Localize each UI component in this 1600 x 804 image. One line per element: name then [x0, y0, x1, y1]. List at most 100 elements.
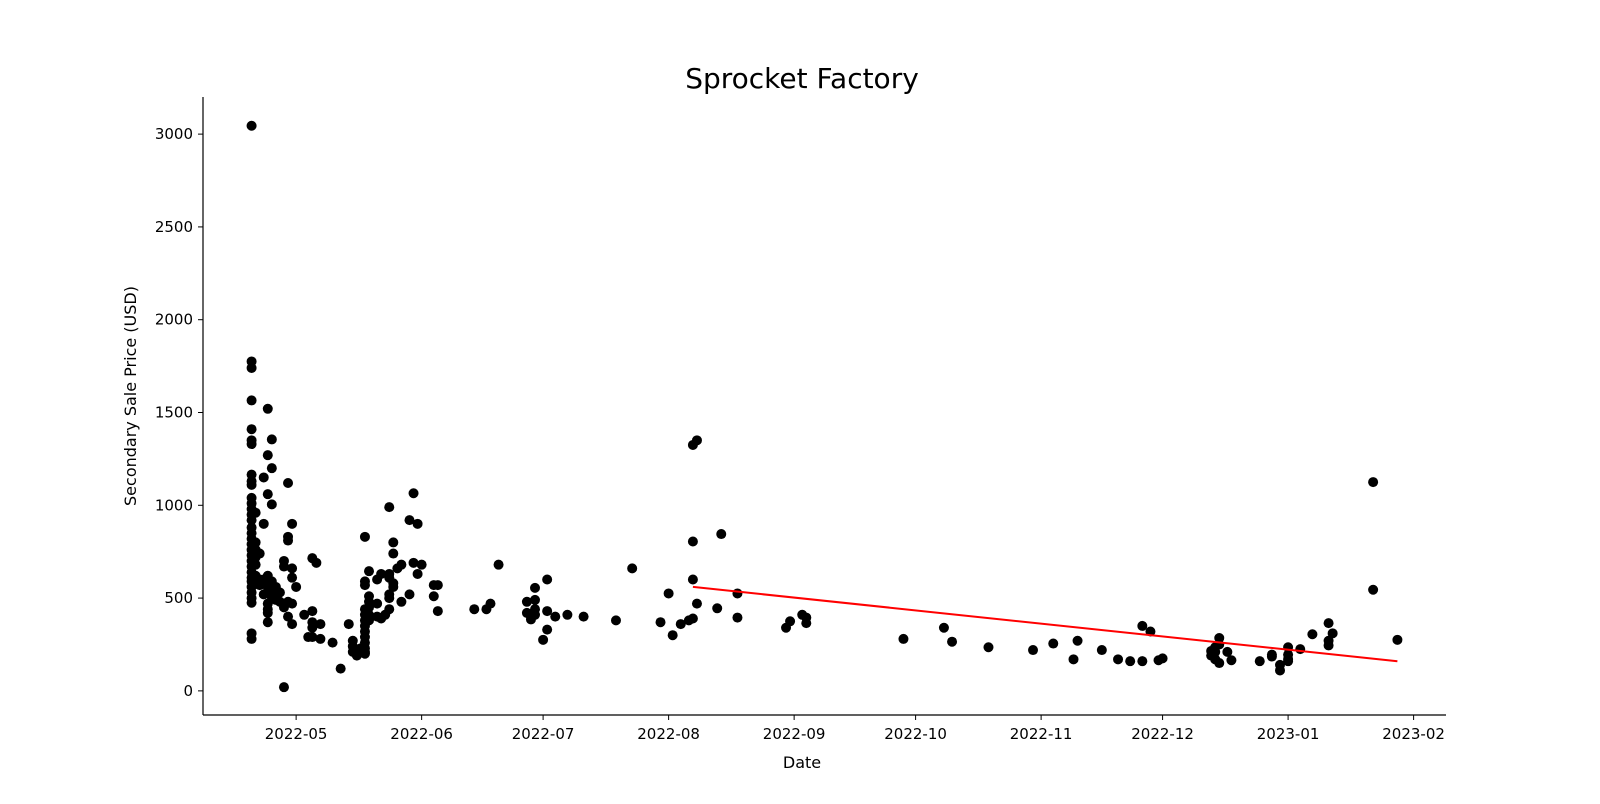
data-point — [667, 630, 678, 641]
y-tick-label: 1500 — [155, 403, 193, 421]
y-tick-label: 500 — [164, 589, 193, 607]
data-point — [307, 606, 318, 617]
data-point — [250, 537, 261, 548]
x-tick-label: 2022-11 — [1010, 725, 1073, 743]
data-point — [283, 535, 294, 546]
x-tick-label: 2022-09 — [763, 725, 826, 743]
data-point — [521, 596, 532, 607]
data-point — [262, 489, 273, 500]
data-point — [687, 574, 698, 585]
data-point — [1096, 645, 1107, 656]
data-point — [530, 594, 541, 605]
data-point — [947, 636, 958, 647]
data-point — [687, 613, 698, 624]
data-point — [299, 609, 310, 620]
data-point — [388, 537, 399, 548]
y-tick-label: 2500 — [155, 218, 193, 236]
data-point — [266, 463, 277, 474]
data-point — [246, 633, 257, 644]
data-point — [691, 435, 702, 446]
data-point — [287, 518, 298, 529]
data-point — [1392, 634, 1403, 645]
data-point — [716, 529, 727, 540]
data-point — [287, 572, 298, 583]
x-tick-label: 2022-07 — [512, 725, 575, 743]
data-point — [610, 615, 621, 626]
data-point — [1226, 655, 1237, 666]
data-point — [732, 612, 743, 623]
data-point — [246, 424, 257, 435]
data-point — [278, 561, 289, 572]
data-point — [250, 559, 261, 570]
data-point — [359, 580, 370, 591]
data-point — [655, 617, 666, 628]
data-point — [691, 598, 702, 609]
data-points — [246, 120, 1403, 693]
data-point — [898, 633, 909, 644]
data-point — [287, 619, 298, 630]
data-point — [404, 589, 415, 600]
data-point — [396, 596, 407, 607]
y-tick-label: 3000 — [155, 125, 193, 143]
data-point — [493, 559, 504, 570]
x-tick-label: 2022-05 — [265, 725, 328, 743]
data-point — [412, 568, 423, 579]
data-point — [274, 587, 285, 598]
data-point — [785, 616, 796, 627]
x-tick-label: 2022-08 — [637, 725, 700, 743]
data-point — [416, 559, 427, 570]
data-point — [1125, 656, 1136, 667]
data-point — [1283, 656, 1294, 667]
data-point — [364, 602, 375, 613]
data-point — [262, 403, 273, 414]
data-point — [1266, 651, 1277, 662]
data-point — [1254, 656, 1265, 667]
y-tick-label: 0 — [183, 682, 193, 700]
data-point — [258, 472, 269, 483]
data-point — [1327, 628, 1338, 639]
data-point — [262, 607, 273, 618]
data-point — [550, 611, 561, 622]
data-point — [1368, 584, 1379, 595]
data-point — [396, 559, 407, 570]
data-point — [287, 598, 298, 609]
data-point — [364, 566, 375, 577]
data-point — [278, 682, 289, 693]
data-point — [542, 606, 553, 617]
data-point — [485, 598, 496, 609]
data-point — [432, 606, 443, 617]
data-point — [262, 617, 273, 628]
data-point — [315, 619, 326, 630]
data-point — [1137, 656, 1148, 667]
data-point — [246, 362, 257, 373]
data-point — [1214, 639, 1225, 650]
data-point — [801, 618, 812, 629]
data-point — [351, 650, 362, 661]
data-point — [359, 531, 370, 542]
data-point — [246, 479, 257, 490]
data-point — [359, 648, 370, 659]
axes: 0 500 1000 1500 2000 2500 3000 2022-05 2022-06 20… — [155, 97, 1446, 743]
data-point — [530, 582, 541, 593]
data-point — [675, 619, 686, 630]
data-point — [384, 502, 395, 513]
data-point — [428, 591, 439, 602]
data-point — [538, 634, 549, 645]
data-point — [663, 588, 674, 599]
data-point — [1323, 618, 1334, 629]
data-point — [311, 557, 322, 568]
data-point — [384, 593, 395, 604]
data-point — [388, 548, 399, 559]
data-point — [1368, 477, 1379, 488]
trend-lines — [692, 585, 1398, 663]
data-point — [335, 663, 346, 674]
y-tick-label: 1000 — [155, 496, 193, 514]
data-point — [307, 632, 318, 643]
data-point — [343, 619, 354, 630]
data-point — [254, 548, 265, 559]
data-point — [250, 507, 261, 518]
data-point — [388, 581, 399, 592]
data-point — [372, 598, 383, 609]
data-point — [1274, 665, 1285, 676]
